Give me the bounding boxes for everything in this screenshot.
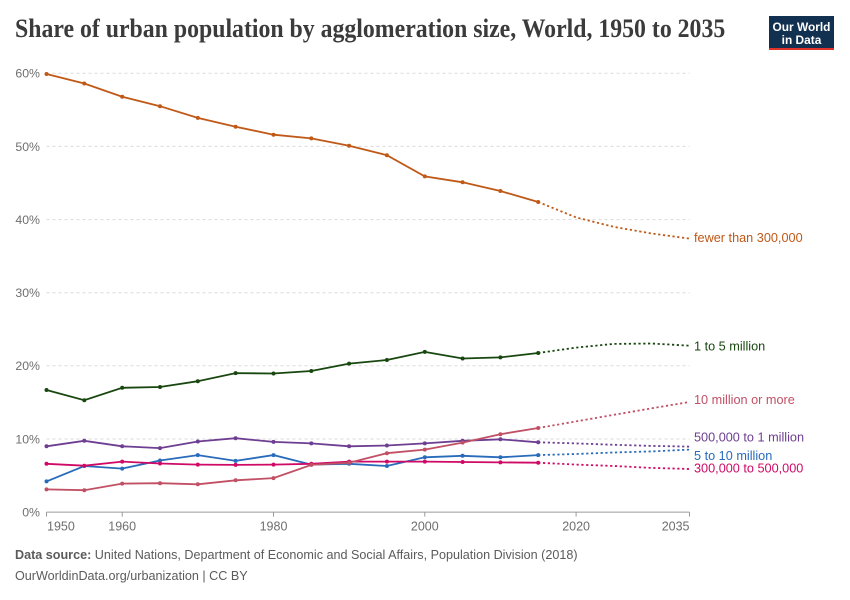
- svg-text:2035: 2035: [662, 520, 690, 534]
- svg-text:30%: 30%: [15, 286, 40, 300]
- svg-text:300,000 to 500,000: 300,000 to 500,000: [694, 462, 803, 476]
- svg-text:2020: 2020: [562, 520, 590, 534]
- svg-text:20%: 20%: [15, 359, 40, 373]
- svg-text:1960: 1960: [108, 520, 136, 534]
- svg-text:5 to 10 million: 5 to 10 million: [694, 449, 772, 463]
- svg-text:40%: 40%: [15, 213, 40, 227]
- svg-text:1950: 1950: [47, 520, 75, 534]
- svg-text:500,000 to 1 million: 500,000 to 1 million: [694, 431, 804, 445]
- svg-text:10%: 10%: [15, 432, 40, 446]
- svg-text:fewer than 300,000: fewer than 300,000: [694, 231, 803, 245]
- svg-text:10 million or more: 10 million or more: [694, 393, 795, 407]
- svg-text:0%: 0%: [22, 506, 40, 520]
- svg-text:2000: 2000: [411, 520, 439, 534]
- svg-text:50%: 50%: [15, 140, 40, 154]
- svg-text:1 to 5 million: 1 to 5 million: [694, 340, 765, 354]
- svg-text:1980: 1980: [260, 520, 288, 534]
- svg-text:60%: 60%: [15, 67, 40, 81]
